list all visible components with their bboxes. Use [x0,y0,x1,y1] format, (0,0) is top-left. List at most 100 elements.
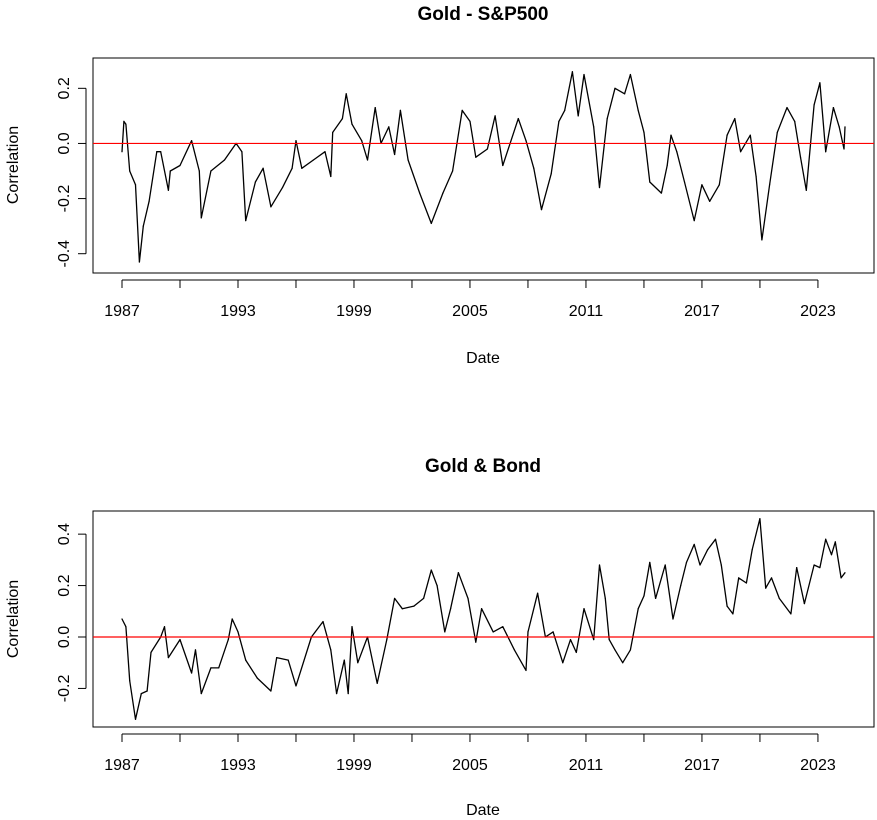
data-point [637,608,639,610]
data-point [676,151,678,153]
data-point [134,184,137,186]
data-point [357,662,359,664]
data-point [759,518,761,520]
data-point [231,618,233,620]
x-tick-label: 1987 [104,757,140,774]
data-point [796,566,798,569]
data-point [450,608,452,610]
data-point [167,656,169,659]
data-point [125,626,127,628]
data-point [803,602,806,605]
data-point [502,626,504,628]
data-point [805,189,807,191]
data-point [237,631,239,633]
data-point [121,618,123,620]
data-point [843,148,845,150]
data-point [664,564,666,566]
data-point [720,564,722,566]
data-point [533,167,535,169]
data-point [770,577,773,579]
data-point [422,597,425,600]
data-point [413,605,415,607]
data-point [670,134,672,136]
data-point [699,564,701,566]
plot-frame [92,57,875,274]
data-point [399,109,401,111]
data-point [494,115,496,117]
data-point [330,649,332,651]
data-point [714,538,717,540]
data-point [341,118,343,120]
data-point [525,669,527,672]
data-point [593,126,595,128]
data-point [393,153,396,156]
x-tick-label: 2011 [569,757,604,774]
data-point [347,692,349,695]
data-point [475,641,477,643]
data-point [123,120,125,122]
data-point [210,667,212,669]
x-tick-label: 2017 [684,303,720,320]
data-point [819,566,821,569]
data-point [179,638,181,641]
data-point [492,631,494,633]
data-point [430,222,432,224]
y-tick-label: 0.4 [56,523,73,545]
data-point [593,638,595,641]
data-point [194,649,197,651]
data-point [156,151,158,153]
data-point [660,192,662,194]
data-point [169,170,171,172]
data-point [469,120,471,122]
data-point [604,597,606,600]
data-point [606,118,608,120]
data-point [419,192,421,194]
data-point [190,672,193,674]
data-point [241,151,243,153]
data-point [287,659,289,661]
x-tick-label: 1999 [336,303,372,320]
data-point [442,192,444,194]
data-point [738,577,740,579]
x-tick-label: 2005 [452,303,488,320]
data-point [138,261,140,263]
data-point [517,118,519,120]
chart-title: Gold - S&P500 [418,4,549,25]
y-tick-label: -0.2 [56,675,73,703]
data-point [629,649,632,651]
data-point [832,107,835,109]
data-point [825,151,827,153]
data-point [794,120,796,122]
data-point [583,608,585,610]
data-point [223,159,226,161]
data-point [388,126,390,128]
data-point [838,126,840,128]
data-point [210,170,212,172]
data-point [776,131,778,134]
data-point [649,561,651,564]
data-point [732,613,734,615]
data-point [813,104,815,106]
x-tick-label: 1999 [336,757,372,774]
data-point [270,206,272,208]
data-point [844,126,846,128]
data-point [351,626,353,628]
data-point [254,181,256,183]
data-point [614,649,616,651]
data-point [790,613,792,615]
data-point [245,220,247,222]
data-point [467,597,469,600]
data-point [622,662,624,664]
data-point [569,638,572,641]
y-axis-label: Correlation [5,580,22,658]
data-point [324,151,326,153]
data-point [755,175,757,178]
data-point [190,140,193,142]
data-point [765,587,767,589]
data-point [330,175,332,178]
data-point [701,184,703,186]
gold-sp500-panel: Gold - S&P500 Date Correlation 1987 1993 1… [5,4,875,367]
data-point [726,605,728,607]
x-axis-label: Date [466,350,500,367]
